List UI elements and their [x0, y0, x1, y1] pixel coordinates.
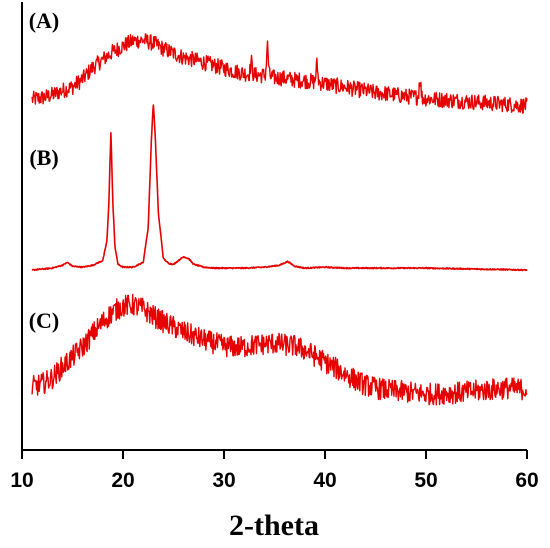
series-line-a: [31, 33, 528, 114]
x-tick-label: 60: [515, 469, 538, 492]
series-label-c: (C): [29, 308, 60, 333]
x-tick-label: 20: [111, 469, 134, 492]
x-tick-label: 40: [313, 469, 336, 492]
series-label-a: (A): [29, 8, 60, 33]
x-tick-label: 50: [414, 469, 437, 492]
series-line-b: [31, 104, 528, 272]
x-axis-title: 2-theta: [229, 509, 319, 542]
x-tick-label: 30: [212, 469, 235, 492]
plot-area: (A) (B) (C): [29, 8, 528, 406]
series-line-c: [31, 293, 528, 406]
x-ticks: 10 20 30 40 50 60: [10, 450, 539, 492]
x-tick-label: 10: [10, 469, 33, 492]
series-label-b: (B): [29, 145, 58, 170]
